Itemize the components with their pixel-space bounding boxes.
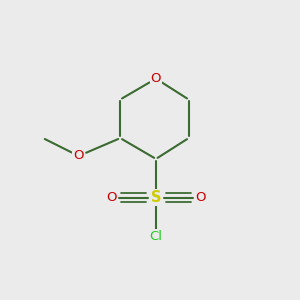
Text: S: S (151, 190, 161, 205)
Text: Cl: Cl (149, 230, 162, 243)
Text: O: O (106, 191, 117, 204)
Text: O: O (195, 191, 206, 204)
Text: O: O (151, 72, 161, 85)
Text: O: O (74, 149, 84, 162)
